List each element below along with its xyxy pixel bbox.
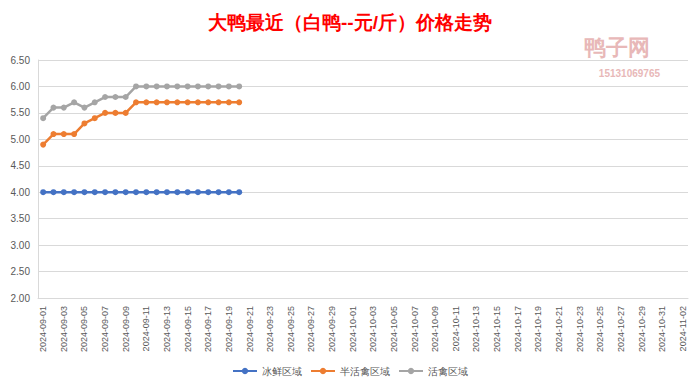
svg-text:2024-10-07: 2024-10-07 — [410, 306, 420, 352]
svg-text:6.00: 6.00 — [11, 81, 31, 92]
svg-text:2024-09-23: 2024-09-23 — [265, 306, 275, 352]
svg-text:2024-10-03: 2024-10-03 — [368, 306, 378, 352]
svg-text:2024-10-15: 2024-10-15 — [492, 306, 502, 352]
svg-text:2024-11-02: 2024-11-02 — [678, 306, 688, 351]
svg-text:2024-10-11: 2024-10-11 — [451, 306, 461, 351]
svg-text:2024-10-17: 2024-10-17 — [513, 306, 523, 352]
svg-text:2024-09-07: 2024-09-07 — [100, 306, 110, 352]
svg-text:2024-09-01: 2024-09-01 — [38, 306, 48, 352]
svg-text:5.50: 5.50 — [11, 107, 31, 118]
svg-text:2024-10-21: 2024-10-21 — [554, 306, 564, 352]
svg-text:3.00: 3.00 — [11, 240, 31, 251]
svg-text:2024-09-05: 2024-09-05 — [79, 306, 89, 352]
svg-text:3.50: 3.50 — [11, 213, 31, 224]
svg-text:2024-10-23: 2024-10-23 — [575, 306, 585, 352]
svg-text:2024-09-17: 2024-09-17 — [203, 306, 213, 352]
svg-text:2024-10-01: 2024-10-01 — [348, 306, 358, 352]
svg-text:2.50: 2.50 — [11, 266, 31, 277]
svg-text:2024-09-15: 2024-09-15 — [183, 306, 193, 352]
svg-text:2024-10-19: 2024-10-19 — [533, 306, 543, 352]
svg-text:活禽区域: 活禽区域 — [428, 366, 468, 377]
svg-text:2024-09-11: 2024-09-11 — [141, 306, 151, 351]
svg-text:2024-10-05: 2024-10-05 — [389, 306, 399, 352]
svg-text:2024-10-29: 2024-10-29 — [637, 306, 647, 352]
svg-text:6.50: 6.50 — [11, 55, 31, 66]
svg-text:2024-09-13: 2024-09-13 — [162, 306, 172, 352]
svg-text:2024-09-03: 2024-09-03 — [59, 306, 69, 352]
svg-text:2.00: 2.00 — [11, 293, 31, 304]
svg-text:2024-10-09: 2024-10-09 — [430, 306, 440, 352]
svg-text:2024-09-29: 2024-09-29 — [327, 306, 337, 352]
svg-text:冰鲜区域: 冰鲜区域 — [262, 366, 302, 377]
svg-text:5.00: 5.00 — [11, 134, 31, 145]
svg-text:2024-09-19: 2024-09-19 — [224, 306, 234, 352]
svg-text:2024-10-27: 2024-10-27 — [616, 306, 626, 352]
svg-text:2024-09-21: 2024-09-21 — [245, 306, 255, 352]
svg-text:2024-10-31: 2024-10-31 — [657, 306, 667, 352]
svg-text:2024-10-13: 2024-10-13 — [471, 306, 481, 352]
svg-text:2024-09-27: 2024-09-27 — [306, 306, 316, 352]
svg-text:15131069765: 15131069765 — [599, 68, 661, 79]
svg-text:2024-09-25: 2024-09-25 — [286, 306, 296, 352]
svg-text:2024-09-09: 2024-09-09 — [121, 306, 131, 352]
svg-text:大鸭最近（白鸭--元/斤）价格走势: 大鸭最近（白鸭--元/斤）价格走势 — [208, 12, 492, 33]
svg-text:半活禽区域: 半活禽区域 — [340, 366, 390, 377]
svg-text:鸭子网: 鸭子网 — [584, 35, 650, 60]
svg-text:4.00: 4.00 — [11, 187, 31, 198]
svg-text:2024-10-25: 2024-10-25 — [595, 306, 605, 352]
svg-text:4.50: 4.50 — [11, 160, 31, 171]
